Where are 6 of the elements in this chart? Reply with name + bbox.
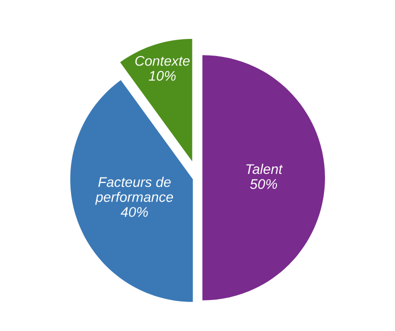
slice-label: Facteurs de performance (95, 176, 174, 205)
data-label: 10% (148, 70, 176, 81)
slice-label: Contexte (135, 56, 190, 66)
slice-label: Talent (246, 164, 283, 174)
data-label: 40% (120, 207, 148, 217)
data-label: 50% (250, 179, 278, 189)
